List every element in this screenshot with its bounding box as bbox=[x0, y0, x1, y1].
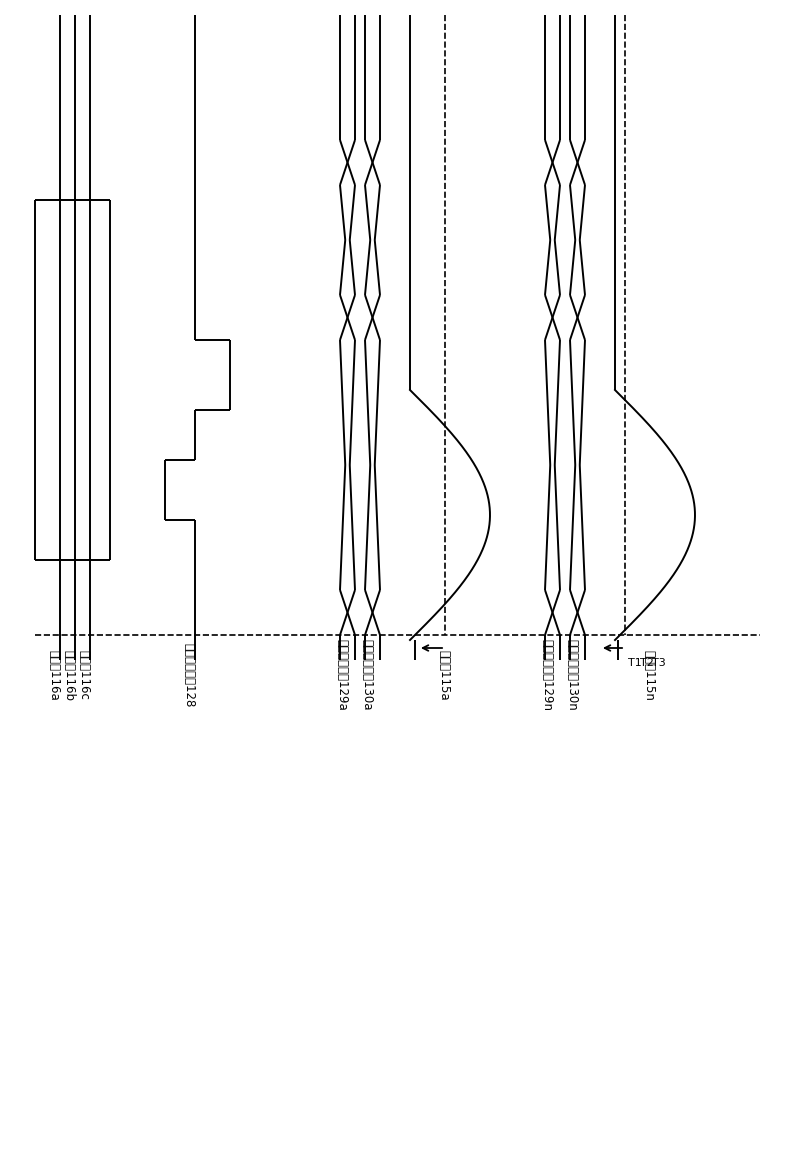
Text: T2: T2 bbox=[640, 658, 654, 668]
Text: 源极线115n: 源极线115n bbox=[642, 649, 655, 700]
Text: 数据传输信号128: 数据传输信号128 bbox=[182, 643, 195, 707]
Text: T1: T1 bbox=[628, 658, 642, 668]
Text: T3: T3 bbox=[652, 658, 666, 668]
Text: 栅极线116b: 栅极线116b bbox=[62, 649, 75, 700]
Text: 源极线115a: 源极线115a bbox=[437, 650, 450, 700]
Text: 第二锁存数据130n: 第二锁存数据130n bbox=[565, 639, 578, 711]
Text: 第一锁存数据129n: 第一锁存数据129n bbox=[540, 639, 553, 711]
Text: 栅极线116c: 栅极线116c bbox=[77, 650, 90, 700]
Text: 栅极线116a: 栅极线116a bbox=[47, 650, 60, 700]
Text: 第一锁存数据129a: 第一锁存数据129a bbox=[335, 639, 348, 711]
Text: 第二锁存数据130a: 第二锁存数据130a bbox=[360, 640, 373, 711]
